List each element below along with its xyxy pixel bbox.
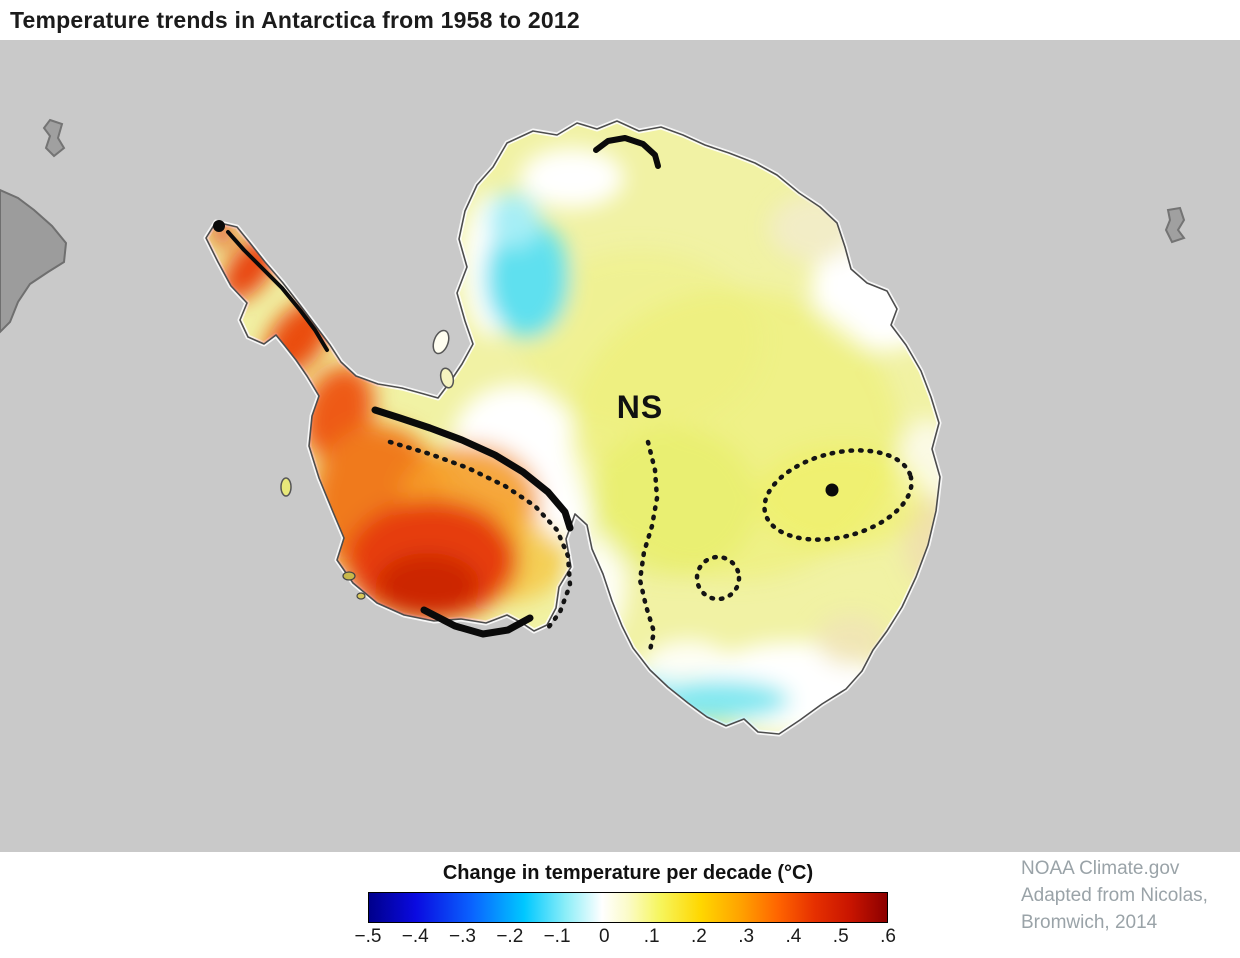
legend-tick: 0 (599, 926, 610, 947)
attribution-line: NOAA Climate.gov (1021, 858, 1180, 879)
significance-contour-dotted (387, 439, 914, 658)
legend-ticks: −.5 −.4 −.3 −.2 −.1 0 .1 .2 .3 .4 .5 .6 (355, 926, 896, 950)
significance-boundary-line (213, 135, 661, 638)
figure-title: Temperature trends in Antarctica from 19… (10, 7, 580, 33)
trend-color-patches (212, 148, 940, 734)
attribution-line: Bromwich, 2014 (1021, 912, 1158, 933)
south-america-landmass (0, 118, 1186, 334)
legend-colorbar (368, 892, 888, 923)
legend-tick: .2 (690, 926, 707, 947)
legend: Change in temperature per decade (°C) −.… (355, 862, 896, 950)
antarctica-map-svg: NS (0, 118, 1186, 737)
small-island-east (1164, 206, 1186, 244)
legend-title: Change in temperature per decade (°C) (442, 862, 814, 884)
warming-region (212, 216, 566, 620)
title-bar: Temperature trends in Antarctica from 19… (0, 0, 1240, 40)
legend-tick: −.5 (354, 926, 382, 947)
legend-tick: .1 (643, 926, 660, 947)
legend-tick: .6 (880, 926, 896, 947)
attribution-line: Adapted from Nicolas, (1021, 885, 1208, 906)
attribution: NOAA Climate.gov Adapted from Nicolas, B… (1021, 855, 1208, 936)
legend-tick: −.4 (401, 926, 429, 947)
station-dot (825, 483, 839, 497)
small-island-northwest (42, 118, 66, 158)
ns-label: NS (617, 389, 663, 425)
legend-tick: .5 (832, 926, 849, 947)
offshore-islands (280, 329, 455, 600)
antarctica-map: NS (0, 40, 1240, 852)
continent-outline (205, 120, 941, 735)
legend-tick: −.3 (449, 926, 477, 947)
legend-tick: .3 (738, 926, 755, 947)
legend-tick: .4 (785, 926, 802, 947)
legend-tick: −.2 (496, 926, 524, 947)
legend-tick: −.1 (543, 926, 571, 947)
